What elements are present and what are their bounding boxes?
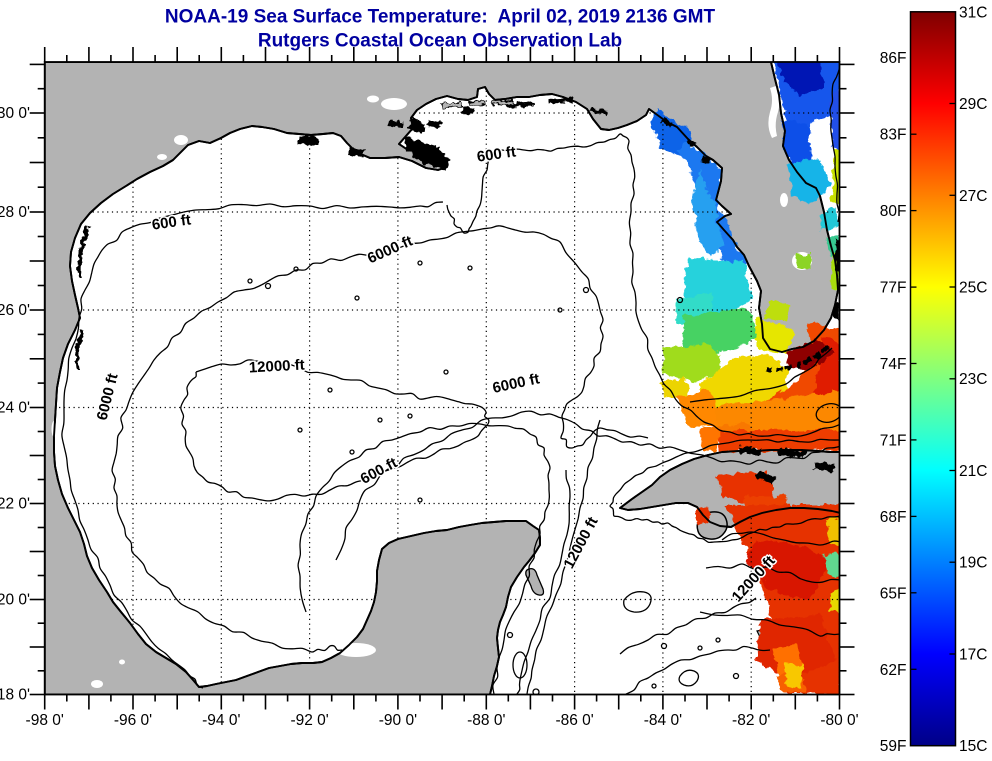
- svg-text:86F: 86F: [880, 50, 907, 67]
- svg-text:68F: 68F: [880, 509, 907, 526]
- svg-text:27C: 27C: [959, 188, 987, 205]
- svg-text:17C: 17C: [959, 647, 987, 664]
- svg-text:65F: 65F: [880, 585, 907, 602]
- svg-text:-98 0': -98 0': [26, 712, 64, 729]
- svg-text:21C: 21C: [959, 463, 987, 480]
- svg-text:71F: 71F: [880, 432, 907, 449]
- svg-text:-80 0': -80 0': [820, 712, 858, 729]
- svg-text:18 0': 18 0': [0, 687, 30, 704]
- svg-text:15C: 15C: [959, 738, 987, 755]
- svg-text:-90 0': -90 0': [379, 712, 417, 729]
- svg-text:74F: 74F: [880, 356, 907, 373]
- svg-text:62F: 62F: [880, 662, 907, 679]
- svg-text:-82 0': -82 0': [732, 712, 770, 729]
- svg-text:22 0': 22 0': [0, 496, 30, 513]
- svg-text:20 0': 20 0': [0, 592, 30, 609]
- svg-text:25C: 25C: [959, 280, 987, 297]
- svg-text:26 0': 26 0': [0, 302, 30, 319]
- svg-text:19C: 19C: [959, 555, 987, 572]
- svg-text:-86 0': -86 0': [555, 712, 593, 729]
- svg-text:80F: 80F: [880, 203, 907, 220]
- svg-text:83F: 83F: [880, 127, 907, 144]
- svg-text:12000 ft: 12000 ft: [248, 357, 305, 377]
- svg-text:28 0': 28 0': [0, 204, 30, 221]
- svg-text:24 0': 24 0': [0, 400, 30, 417]
- svg-text:NOAA-19 Sea Surface Temperatur: NOAA-19 Sea Surface Temperature: April 0…: [165, 7, 716, 28]
- svg-text:-94 0': -94 0': [202, 712, 240, 729]
- svg-text:30 0': 30 0': [0, 105, 30, 122]
- svg-text:-96 0': -96 0': [114, 712, 152, 729]
- svg-text:-88 0': -88 0': [467, 712, 505, 729]
- svg-text:29C: 29C: [959, 96, 987, 113]
- svg-text:23C: 23C: [959, 371, 987, 388]
- svg-text:-92 0': -92 0': [290, 712, 328, 729]
- svg-text:77F: 77F: [880, 280, 907, 297]
- svg-text:Rutgers Coastal Ocean Observat: Rutgers Coastal Ocean Observation Lab: [258, 31, 622, 52]
- svg-text:59F: 59F: [880, 738, 907, 755]
- svg-text:600 ft: 600 ft: [476, 143, 517, 165]
- svg-text:-84 0': -84 0': [644, 712, 682, 729]
- svg-text:31C: 31C: [959, 4, 987, 21]
